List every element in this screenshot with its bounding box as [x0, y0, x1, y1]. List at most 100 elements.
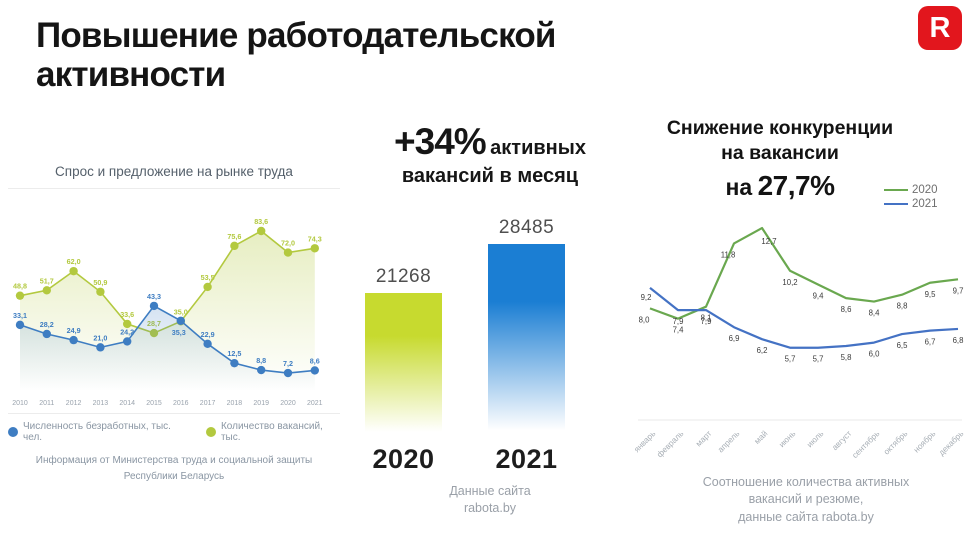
- bar-2020-value: 21268: [375, 266, 432, 287]
- svg-text:6,7: 6,7: [925, 338, 936, 347]
- bar-2021-value: 28485: [498, 217, 555, 238]
- competition-line-chart: 8,0 7,4 8,1 11,8 12,7 10,2 9,4 8,6 8,4 8,8 9,5 9,7 9…: [632, 226, 964, 460]
- legend-item-2020: 2020: [884, 183, 938, 197]
- svg-text:2014: 2014: [119, 400, 135, 407]
- svg-text:2018: 2018: [227, 400, 243, 407]
- legend-label-2020: 2020: [912, 184, 938, 196]
- svg-text:10,2: 10,2: [782, 278, 797, 287]
- competition-legend: 2020 2021: [884, 183, 938, 211]
- svg-text:12,7: 12,7: [761, 237, 776, 246]
- svg-text:8,4: 8,4: [869, 309, 881, 318]
- competition-title-line3: на 27,7%: [645, 168, 915, 204]
- svg-text:7,4: 7,4: [673, 326, 685, 335]
- rabota-logo: R: [918, 6, 962, 50]
- svg-text:43,3: 43,3: [147, 292, 161, 301]
- legend-line-2021: [884, 202, 908, 206]
- svg-text:51,7: 51,7: [40, 276, 54, 285]
- svg-text:35,0: 35,0: [174, 307, 188, 316]
- svg-text:январь: январь: [632, 429, 657, 454]
- stat-text1: активных: [490, 137, 586, 159]
- bar-2021-label: 2021: [495, 444, 558, 474]
- svg-text:9,5: 9,5: [925, 290, 937, 299]
- rabota-logo-letter: R: [929, 11, 951, 44]
- svg-text:2016: 2016: [173, 400, 189, 407]
- stat-value: +34%: [394, 121, 487, 162]
- legend-divider: [8, 413, 340, 414]
- svg-text:8,1: 8,1: [701, 314, 712, 323]
- page-title-line2: активности: [36, 55, 226, 95]
- svg-text:май: май: [753, 429, 770, 446]
- competition-title-line1: Снижение конкуренции: [666, 117, 894, 139]
- svg-text:5,7: 5,7: [813, 355, 824, 364]
- svg-text:33,6: 33,6: [120, 310, 134, 319]
- unemployed-legend-label: Численность безработных, тыс. чел.: [23, 421, 171, 443]
- vacancies-bar-chart: 21268 2020 28485 2021: [365, 217, 565, 475]
- svg-text:50,9: 50,9: [93, 278, 107, 287]
- vacancies-stat-headline: +34% активных вакансий в месяц: [360, 120, 620, 188]
- competition-headline: Снижение конкуренции на вакансии на 27,7…: [645, 116, 915, 204]
- svg-text:8,0: 8,0: [639, 315, 651, 324]
- legend-line-2020: [884, 188, 908, 192]
- page-title: Повышение работодательской активности: [36, 16, 556, 94]
- svg-text:8,8: 8,8: [897, 302, 908, 311]
- competition-prefix: на: [725, 173, 753, 200]
- svg-text:12,5: 12,5: [227, 349, 241, 358]
- svg-text:8,6: 8,6: [841, 305, 852, 314]
- labour-chart-source: Информация от Министерства труда и социа…: [35, 455, 313, 482]
- svg-text:2010: 2010: [12, 400, 28, 407]
- competition-chart-source: Соотношение количества активных вакансий…: [702, 475, 910, 524]
- legend-item-unemployed: Численность безработных, тыс. чел.: [8, 421, 186, 443]
- svg-text:74,3: 74,3: [308, 234, 322, 243]
- svg-text:декабрь: декабрь: [937, 429, 964, 457]
- unemployed-legend-dot: [8, 427, 18, 437]
- svg-text:24,2: 24,2: [120, 327, 134, 336]
- bar-2020: 21268 2020: [365, 266, 442, 475]
- legend-label-2021: 2021: [912, 198, 938, 210]
- svg-text:6,8: 6,8: [953, 336, 964, 345]
- svg-text:22,9: 22,9: [201, 330, 215, 339]
- legend-item-2021: 2021: [884, 197, 938, 211]
- svg-text:август: август: [830, 429, 853, 452]
- demand-supply-line-chart: 48,851,762,050,933,628,735,053,575,683,6…: [12, 217, 323, 407]
- svg-text:6,2: 6,2: [757, 346, 768, 355]
- svg-text:33,1: 33,1: [13, 311, 27, 320]
- legend-item-vacancies: Количество вакансий, тыс.: [205, 421, 340, 443]
- vacancies-legend-dot: [205, 427, 216, 437]
- svg-text:2013: 2013: [93, 400, 109, 407]
- svg-text:53,5: 53,5: [201, 273, 215, 282]
- svg-text:март: март: [694, 429, 713, 448]
- svg-text:2021: 2021: [307, 400, 323, 407]
- vacancies-legend-label: Количество вакансий, тыс.: [220, 421, 323, 443]
- svg-text:июнь: июнь: [777, 429, 797, 449]
- svg-text:6,9: 6,9: [729, 334, 740, 343]
- svg-text:6,5: 6,5: [897, 341, 909, 350]
- svg-text:5,8: 5,8: [841, 353, 852, 362]
- svg-text:апрель: апрель: [716, 429, 741, 454]
- svg-text:11,8: 11,8: [721, 250, 736, 259]
- svg-text:8,8: 8,8: [256, 356, 266, 365]
- stat-line1: +34% активных: [360, 120, 620, 164]
- svg-text:6,0: 6,0: [869, 350, 881, 359]
- labour-chart-legend: Численность безработных, тыс. чел. Колич…: [8, 414, 340, 449]
- svg-text:ноябрь: ноябрь: [912, 429, 937, 454]
- svg-text:21,0: 21,0: [93, 333, 107, 342]
- svg-text:2011: 2011: [39, 400, 54, 407]
- svg-text:48,8: 48,8: [13, 282, 27, 291]
- svg-text:75,6: 75,6: [227, 232, 241, 241]
- svg-text:5,7: 5,7: [785, 355, 796, 364]
- svg-text:83,6: 83,6: [254, 217, 268, 226]
- svg-text:28,2: 28,2: [40, 320, 54, 329]
- svg-text:72,0: 72,0: [281, 239, 295, 248]
- bar-2020-fill: [365, 293, 442, 436]
- svg-text:февраль: февраль: [655, 429, 685, 459]
- svg-text:2017: 2017: [200, 400, 216, 407]
- svg-text:7,9: 7,9: [701, 317, 712, 326]
- labour-chart-title: Спрос и предложение на рынке труда: [8, 164, 340, 189]
- svg-text:7,9: 7,9: [673, 317, 684, 326]
- bar-2020-label: 2020: [372, 444, 435, 474]
- svg-text:сентябрь: сентябрь: [850, 429, 881, 460]
- bar-chart-source: Данные сайта rabota.by: [449, 484, 531, 515]
- svg-text:9,2: 9,2: [641, 293, 652, 302]
- svg-text:62,0: 62,0: [67, 257, 81, 266]
- svg-text:2020: 2020: [280, 400, 296, 407]
